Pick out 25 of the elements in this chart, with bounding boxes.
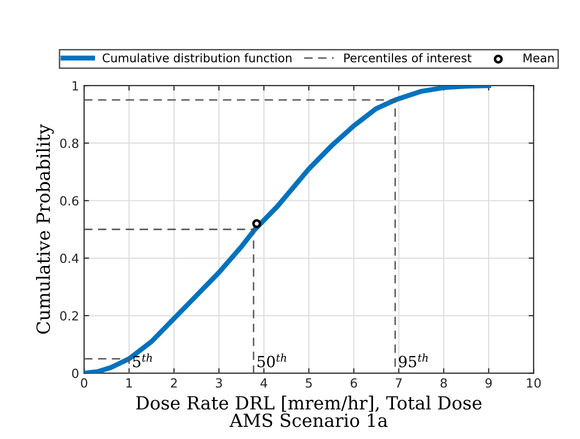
y-tick-label: 0.4 <box>60 254 79 264</box>
annotation: 50$^{th}$ <box>258 353 286 368</box>
x-tick-label: 1 <box>126 378 132 388</box>
y-tick-label: 0 <box>72 368 78 378</box>
x-tick-label: 8 <box>440 378 447 388</box>
x-tick-label: 4 <box>260 378 268 388</box>
x-tick-label: 0 <box>80 378 88 388</box>
annotation: 5$^{th}$ <box>133 353 152 368</box>
x-tick-label: 9 <box>485 378 492 388</box>
y-tick-label: 0.2 <box>60 311 78 321</box>
y-axis-title: Cumulative Probability <box>36 124 54 334</box>
y-tick-label: 1 <box>72 81 78 90</box>
x-tick-label: 7 <box>396 378 402 388</box>
annotation: 95$^{th}$ <box>398 353 428 368</box>
x-tick-label: 5 <box>306 378 312 388</box>
y-tick-label: 0.6 <box>60 196 78 206</box>
y-tick-label: 0.8 <box>60 138 78 148</box>
legend-label: Cumulative distribution function <box>102 53 292 62</box>
x-tick-label: 6 <box>350 378 357 388</box>
legend-label: Percentiles of interest <box>344 53 472 62</box>
x-tick-label: 2 <box>170 378 177 388</box>
legend-label: Mean <box>524 54 554 62</box>
x-axis-title: Dose Rate DRL [mrem/hr], Total Dose AMS Scenario 1a <box>136 396 482 428</box>
x-tick-label: 10 <box>527 378 541 388</box>
x-tick-label: 3 <box>216 378 222 388</box>
